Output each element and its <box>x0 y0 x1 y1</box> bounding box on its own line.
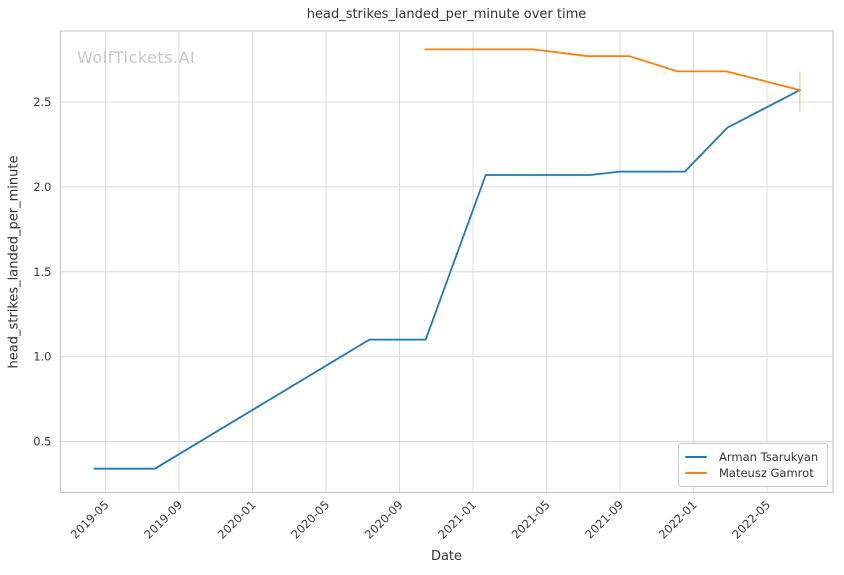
x-tick-label: 2019-09 <box>141 498 185 542</box>
chart-title: head_strikes_landed_per_minute over time <box>306 7 587 22</box>
y-axis-label: head_strikes_landed_per_minute <box>6 155 22 369</box>
y-tick-label: 1.5 <box>33 265 51 279</box>
x-tick-label: 2020-01 <box>215 498 259 542</box>
x-tick-label: 2021-01 <box>435 498 479 542</box>
x-tick-label: 2020-05 <box>288 498 332 542</box>
x-tick-label: 2021-05 <box>509 498 553 542</box>
legend-item: Arman Tsarukyan <box>685 449 819 465</box>
x-tick-label: 2021-09 <box>582 498 626 542</box>
legend: Arman Tsarukyan Mateusz Gamrot <box>678 443 828 487</box>
legend-line-sample-icon <box>685 472 707 474</box>
x-tick-label: 2019-05 <box>68 498 112 542</box>
x-tick-label: 2022-01 <box>656 498 700 542</box>
plot-border <box>59 30 834 494</box>
watermark: WolfTickets.AI <box>77 48 196 67</box>
y-tick-label: 0.5 <box>33 435 51 449</box>
legend-label: Arman Tsarukyan <box>719 450 819 464</box>
legend-item: Mateusz Gamrot <box>685 465 819 481</box>
legend-line-sample-icon <box>685 456 707 458</box>
series-line-0 <box>93 89 801 470</box>
legend-label: Mateusz Gamrot <box>719 466 814 480</box>
x-tick-label: 2022-05 <box>729 498 773 542</box>
series-line-1 <box>424 48 801 91</box>
y-tick-label: 2.0 <box>33 180 51 194</box>
x-axis-label: Date <box>430 549 463 564</box>
y-tick-label: 1.0 <box>33 350 51 364</box>
x-tick-label: 2020-09 <box>362 498 406 542</box>
y-tick-label: 2.5 <box>33 95 51 109</box>
